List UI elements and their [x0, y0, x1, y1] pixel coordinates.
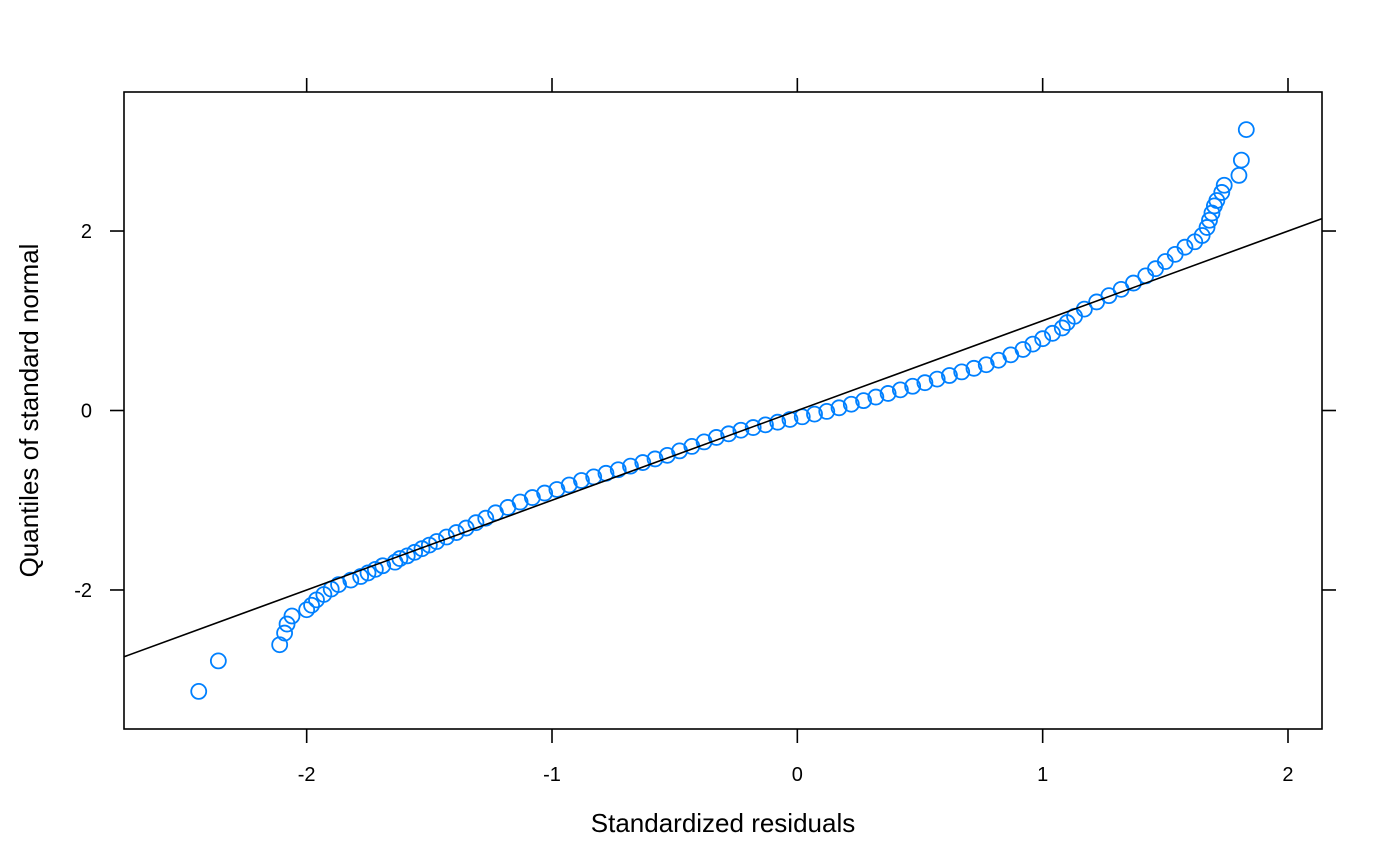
data-point: [1053, 319, 1071, 337]
data-point: [190, 682, 208, 700]
data-point: [977, 356, 995, 374]
data-point: [1213, 184, 1231, 201]
data-point: [1024, 335, 1042, 353]
data-point: [1034, 330, 1052, 348]
data-point: [1232, 151, 1250, 169]
data-point: [634, 454, 652, 471]
data-point: [1208, 192, 1226, 209]
data-point: [276, 624, 293, 642]
data-point: [1215, 176, 1233, 194]
reference-line: [123, 217, 1323, 658]
data-point: [855, 392, 872, 410]
data-point: [732, 421, 750, 439]
data-point: [609, 461, 627, 479]
data-point: [953, 363, 971, 381]
x-axis-tick-labels: -2 -1 0 1 2: [298, 764, 1294, 786]
y-tick-label: -2: [74, 580, 92, 602]
y-axis-tick-labels: -2 0 2: [74, 221, 92, 602]
data-point: [298, 601, 316, 619]
data-point: [278, 615, 296, 633]
data-point: [1176, 238, 1194, 256]
y-axis-title: Quantiles of standard normal: [14, 244, 44, 578]
plot-frame: [123, 91, 1323, 730]
y-axis-ticks-right: [1322, 230, 1336, 591]
data-point: [916, 374, 934, 392]
x-tick-label: -2: [298, 764, 316, 786]
data-point: [867, 388, 885, 406]
data-point: [467, 514, 485, 532]
data-point: [879, 385, 897, 402]
data-point: [818, 402, 836, 420]
data-point: [842, 395, 860, 413]
x-axis-title: Standardized residuals: [591, 808, 856, 838]
x-tick-label: 0: [792, 764, 803, 786]
x-axis-ticks-bottom: [305, 729, 1289, 743]
x-tick-label: -1: [543, 764, 561, 786]
data-point: [965, 359, 983, 377]
data-point: [941, 367, 958, 384]
x-tick-label: 1: [1037, 764, 1048, 786]
data-point: [769, 413, 787, 431]
data-point: [1044, 324, 1061, 342]
data-point: [477, 509, 495, 527]
data-point: [1237, 121, 1255, 139]
data-point: [720, 425, 738, 443]
data-point: [536, 484, 554, 502]
x-axis-ticks-top: [305, 78, 1289, 92]
data-point: [744, 419, 762, 436]
data-point: [271, 636, 289, 654]
data-point: [1193, 227, 1211, 244]
data-point: [283, 607, 301, 625]
data-point: [523, 489, 541, 506]
y-tick-label: 0: [81, 401, 92, 423]
data-point: [438, 528, 455, 546]
data-point: [560, 476, 578, 494]
data-point: [428, 533, 446, 550]
data-point: [830, 399, 848, 417]
data-point: [1125, 274, 1142, 292]
data-point: [209, 652, 227, 670]
data-point: [342, 571, 360, 589]
data-point: [330, 576, 347, 593]
data-point: [928, 370, 946, 388]
data-point: [511, 493, 529, 511]
data-point: [806, 405, 823, 423]
data-point: [548, 481, 566, 498]
y-axis-ticks-left: [110, 230, 124, 591]
data-point: [1198, 219, 1216, 236]
x-tick-label: 2: [1282, 764, 1293, 786]
data-point: [904, 377, 922, 395]
y-tick-label: 2: [81, 221, 92, 243]
data-point: [303, 596, 320, 614]
data-point: [573, 472, 590, 489]
data-point: [891, 381, 909, 399]
data-point: [1014, 341, 1032, 358]
data-point: [622, 457, 639, 475]
data-point: [781, 411, 799, 428]
data-point: [1201, 211, 1218, 229]
